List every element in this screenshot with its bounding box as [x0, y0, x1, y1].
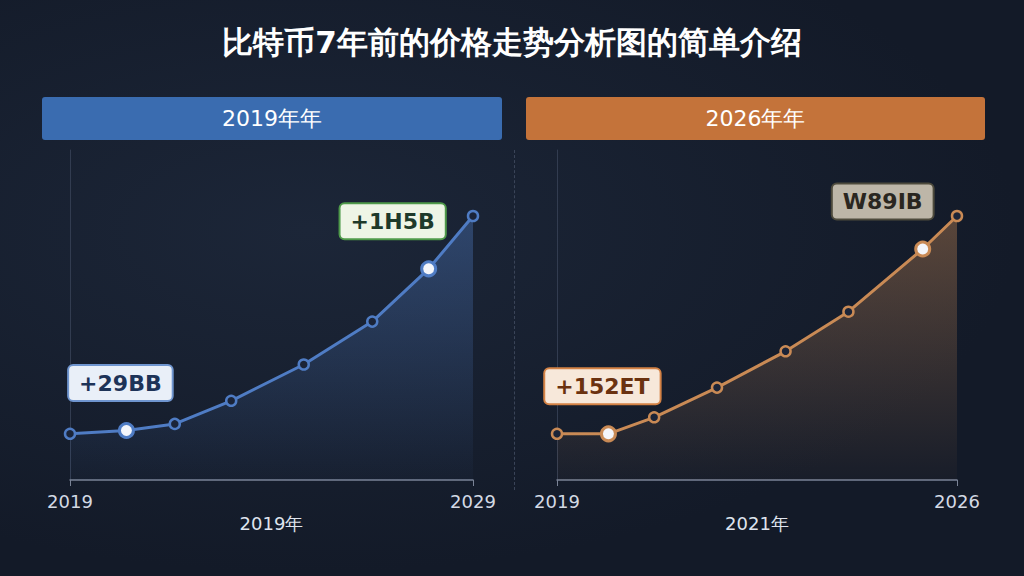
svg-text:+1H5B: +1H5B: [351, 209, 435, 234]
html-text:2019年年: 2019年年: [222, 106, 322, 131]
svg-text:2019年: 2019年: [240, 513, 304, 534]
svg-text:2019: 2019: [534, 491, 580, 512]
html-text:比特币7年前的价格走势分析图的简单介绍: 比特币7年前的价格走势分析图的简单介绍: [222, 24, 802, 60]
svg-text:2029: 2029: [450, 491, 496, 512]
html-text:2026年年: 2026年年: [705, 106, 806, 131]
svg-text:+152ET: +152ET: [555, 374, 649, 399]
svg-text:W89IB: W89IB: [843, 189, 923, 214]
svg-text:2026: 2026: [934, 491, 980, 512]
svg-text:2021年: 2021年: [725, 513, 789, 534]
svg-text:+29BB: +29BB: [79, 371, 162, 396]
svg-text:2019: 2019: [47, 491, 93, 512]
